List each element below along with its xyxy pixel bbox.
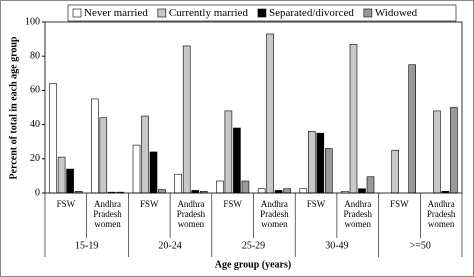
x-tick-label: Andhra Pradesh women (176, 199, 206, 229)
y-tick-label: 20 (30, 153, 40, 164)
bar (450, 107, 458, 194)
y-tick-label: 60 (30, 85, 40, 96)
group-label: 15-19 (75, 240, 98, 251)
bar (307, 131, 316, 194)
bar (366, 176, 375, 194)
bar (216, 180, 224, 194)
bar (433, 110, 441, 194)
y-tick-label: 0 (35, 187, 40, 198)
x-tick-label: FSW (306, 199, 326, 209)
x-tick-label: Andhra Pradesh women (343, 199, 373, 229)
plot-frame (44, 21, 463, 194)
bar (49, 83, 57, 194)
group-label: 25-29 (242, 240, 265, 251)
bar (132, 144, 141, 194)
legend-label: Separated/divorced (269, 7, 354, 19)
y-tick-label: 80 (30, 50, 40, 61)
bar (174, 173, 182, 194)
bar (316, 132, 325, 194)
bar (158, 189, 166, 194)
bar (358, 188, 366, 194)
x-tick-label: Andhra Pradesh women (260, 199, 289, 229)
legend-label: Widowed (375, 7, 418, 19)
legend-label: Never married (84, 7, 148, 19)
bar (233, 127, 241, 194)
legend-swatch (363, 8, 373, 18)
group-label: 20-24 (158, 240, 181, 251)
bar (283, 188, 291, 194)
bar (182, 45, 191, 194)
x-axis-label: Age group (years) (215, 259, 291, 270)
y-tick-label: 100 (25, 16, 40, 27)
bar (408, 64, 417, 194)
group-label: >=50 (410, 240, 431, 251)
x-tick-label: FSW (56, 199, 76, 209)
y-axis-label: Percent of total in each age group (8, 36, 19, 179)
x-tick-label: FSW (223, 199, 242, 209)
bar (349, 43, 358, 194)
bar (266, 33, 274, 194)
x-tick-label: Andhra Pradesh women (426, 199, 456, 229)
group-label: 30-49 (325, 240, 348, 251)
x-tick-label: FSW (139, 199, 159, 209)
bar (299, 188, 308, 194)
legend-swatch (72, 8, 82, 18)
bar (57, 156, 66, 194)
bar (91, 98, 99, 194)
bar (141, 115, 149, 194)
bar (257, 188, 266, 194)
bar (224, 110, 233, 194)
bar (241, 180, 250, 194)
legend-swatch (157, 8, 167, 18)
bar (324, 148, 333, 194)
x-tick-label: Andhra Pradesh women (93, 199, 122, 229)
bar (99, 117, 108, 194)
x-tick-label: FSW (390, 199, 409, 209)
bar (66, 168, 74, 194)
legend-swatch (257, 8, 267, 18)
bar (391, 149, 400, 194)
bar (149, 151, 158, 194)
y-tick-label: 40 (30, 119, 40, 130)
legend-label: Currently married (169, 7, 249, 19)
